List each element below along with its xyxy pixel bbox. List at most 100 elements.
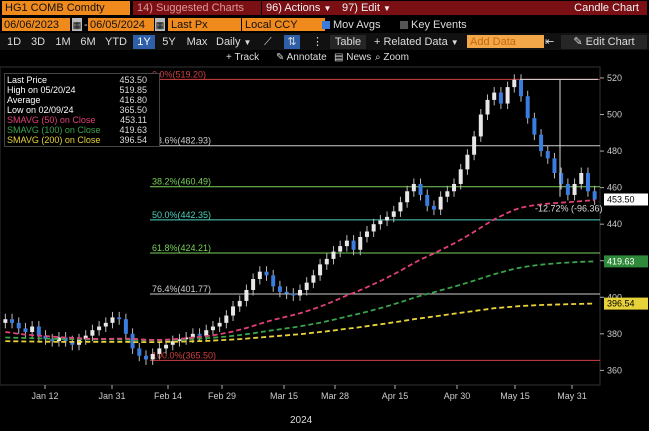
- field-select[interactable]: Last Px: [168, 18, 241, 31]
- range-5y-button[interactable]: 5Y: [162, 36, 176, 48]
- legend-label: SMAVG (50) on Close: [7, 115, 96, 125]
- line-chart-icon[interactable]: ⟋: [264, 36, 272, 48]
- candle-body: [271, 275, 276, 287]
- legend-item: SMAVG (200) on Close 396.54: [7, 135, 157, 145]
- range-1y-button[interactable]: 1Y: [133, 35, 155, 49]
- annotate-tool[interactable]: ✎ Annotate: [276, 51, 338, 65]
- candle-body: [431, 205, 436, 210]
- candle-body: [16, 322, 21, 329]
- legend-item: Low on 02/09/24 365.50: [7, 105, 157, 115]
- calendar-icon[interactable]: ▦: [155, 18, 165, 31]
- candle-body: [43, 335, 48, 340]
- candle-body: [525, 96, 530, 119]
- add-data-input[interactable]: Add Data: [467, 35, 544, 48]
- candle-body: [425, 194, 430, 206]
- date-bar: 06/06/2023 ▦ - 06/05/2024 ▦ Last Px Loca…: [0, 16, 649, 33]
- table-button[interactable]: Table: [330, 35, 366, 49]
- candle-body: [572, 183, 577, 195]
- period-select[interactable]: Daily ▼: [216, 35, 264, 50]
- candle-body: [143, 355, 148, 360]
- legend-label: Low on 02/09/24: [7, 105, 74, 115]
- legend-label: Average: [7, 95, 41, 105]
- candle-body: [50, 339, 55, 342]
- range-1m-button[interactable]: 1M: [55, 36, 71, 48]
- key-events-toggle[interactable]: Key Events: [400, 18, 490, 32]
- candle-body: [231, 306, 236, 316]
- edit-menu[interactable]: 97) Edit ▼: [338, 1, 402, 15]
- settings-icon[interactable]: ⋮: [312, 36, 323, 48]
- track-label: Track: [234, 52, 260, 63]
- y-axis-tick-label: 440: [607, 219, 622, 229]
- legend-item: Average 416.80: [7, 95, 157, 105]
- fib-level-label: 76.4%(401.77): [152, 284, 211, 294]
- checkbox-unchecked-icon: [400, 21, 408, 30]
- pencil-icon: ✎: [573, 36, 583, 48]
- news-label: News: [346, 52, 372, 63]
- calendar-icon[interactable]: ▦: [72, 18, 82, 31]
- x-axis-tick-label: Mar 28: [321, 391, 349, 401]
- y-axis-tick-label: 400: [607, 292, 622, 302]
- candle-body: [291, 293, 296, 296]
- sma200-line: [5, 302, 595, 344]
- candle-body: [150, 353, 155, 360]
- price-tag-label: 396.54: [607, 299, 635, 309]
- candle-icon[interactable]: ⇅: [284, 35, 300, 49]
- range-max-button[interactable]: Max: [186, 36, 208, 48]
- candle-body: [371, 224, 376, 232]
- actions-menu[interactable]: 96) Actions ▼: [262, 1, 338, 15]
- period-label: Daily: [216, 36, 241, 48]
- candle-body: [532, 118, 537, 135]
- candle-body: [117, 317, 122, 320]
- legend-label: High on 05/20/24: [7, 85, 76, 95]
- mov-avgs-label: Mov Avgs: [333, 19, 381, 31]
- candle-body: [210, 326, 215, 331]
- suggested-charts-button[interactable]: 14) Suggested Charts: [133, 1, 261, 15]
- start-date-input[interactable]: 06/06/2023: [2, 18, 70, 31]
- candle-body: [103, 322, 108, 327]
- mov-avgs-toggle[interactable]: Mov Avgs: [322, 18, 402, 32]
- candle-body: [405, 191, 410, 203]
- range-6m-button[interactable]: 6M: [80, 36, 96, 48]
- y-axis-tick-label: 480: [607, 146, 622, 156]
- collapse-icon[interactable]: ⇤: [545, 36, 555, 48]
- x-axis-tick-label: Jan 31: [98, 391, 125, 401]
- candle-body: [465, 154, 470, 170]
- candle-body: [498, 92, 503, 104]
- ticker-field[interactable]: HG1 COMB Comdty: [2, 1, 130, 15]
- related-data-button[interactable]: + Related Data ▼: [374, 35, 464, 50]
- sma50-line: [5, 199, 595, 341]
- news-tool[interactable]: ▤ News: [334, 51, 374, 65]
- zoom-label: Zoom: [383, 52, 409, 63]
- retrace-label: -12.72% (-96.36): [535, 204, 603, 214]
- candle-body: [277, 286, 282, 292]
- end-date-input[interactable]: 06/05/2024: [88, 18, 154, 31]
- legend-value: 453.50: [119, 75, 147, 85]
- track-tool[interactable]: + Track: [226, 51, 271, 65]
- candle-body: [585, 173, 590, 192]
- legend-label: Last Price: [7, 75, 48, 85]
- fib-level-label: 0.0%(519.20): [152, 69, 206, 79]
- candle-body: [539, 134, 544, 152]
- candle-body: [485, 99, 490, 115]
- checkbox-checked-icon: [322, 21, 330, 30]
- edit-chart-button[interactable]: ✎ Edit Chart: [561, 35, 647, 49]
- range-3d-button[interactable]: 3D: [30, 36, 46, 48]
- annotate-label: Annotate: [286, 52, 327, 63]
- y-axis-tick-label: 460: [607, 183, 622, 193]
- candle-chart[interactable]: 0.0%(519.20) 23.6%(482.93) 38.2%(460.49) 50…: [0, 65, 649, 431]
- x-axis-tick-label: Jan 12: [31, 391, 58, 401]
- range-bar: 1D 3D 1M 6M YTD 1Y 5Y Max Daily ▼ ⟋ ⇅ ⋮ Table +…: [0, 33, 649, 50]
- candle-body: [97, 326, 102, 331]
- candle-body: [3, 319, 8, 323]
- candle-body: [224, 315, 229, 323]
- range-ytd-button[interactable]: YTD: [105, 36, 127, 48]
- currency-select[interactable]: Local CCY: [242, 18, 325, 31]
- candle-body: [137, 348, 142, 356]
- range-1d-button[interactable]: 1D: [6, 36, 22, 48]
- zoom-tool[interactable]: ⌕ Zoom: [375, 51, 420, 65]
- legend-value: 453.11: [120, 115, 147, 125]
- candle-body: [177, 339, 182, 342]
- candle-body: [56, 337, 61, 342]
- price-tag: [604, 297, 648, 310]
- x-axis-tick-label: Apr 30: [444, 391, 471, 401]
